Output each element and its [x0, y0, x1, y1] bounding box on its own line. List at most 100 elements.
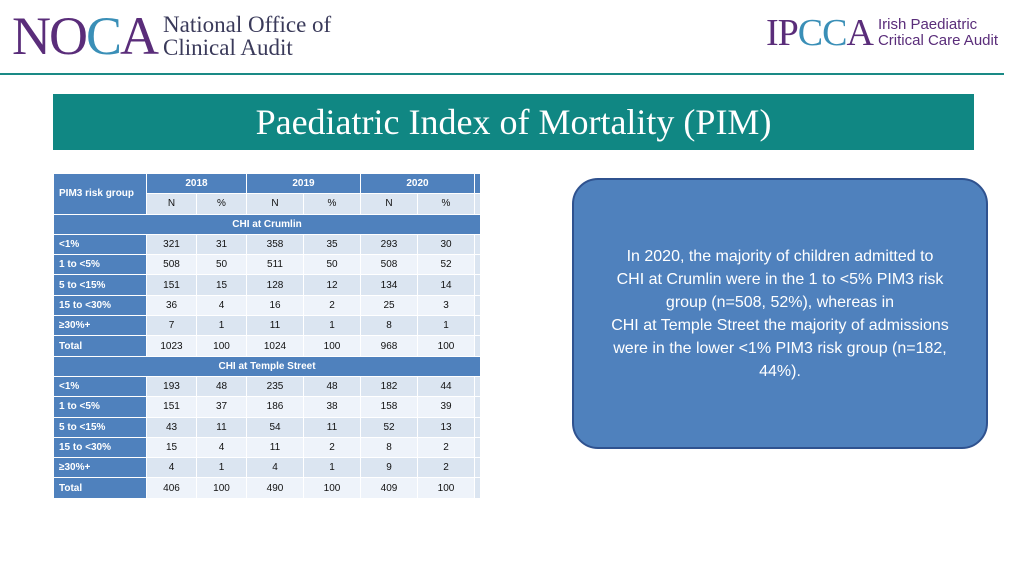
- table-cell: 54: [246, 416, 304, 438]
- table-row: 5 to <15% 151 15 128 12 134 14: [53, 274, 481, 296]
- table-cell: 50: [303, 254, 361, 276]
- table-cell: 508: [360, 254, 418, 276]
- table-cell: 13: [417, 416, 475, 438]
- year-header: 2019: [246, 172, 361, 195]
- table-cell: 31: [196, 233, 247, 256]
- table-cell: 15: [196, 274, 247, 296]
- risk-group-label: ≥30%+: [53, 315, 147, 337]
- table-cell: 11: [303, 416, 361, 438]
- table-cell: 151: [146, 396, 197, 418]
- table-cell: 11: [246, 436, 304, 459]
- stub-cell: [474, 477, 481, 499]
- table-cell: 3: [417, 294, 475, 317]
- subheader-cell: %: [303, 193, 361, 215]
- ipcca-logo-text: Irish Paediatric Critical Care Audit: [878, 17, 998, 49]
- table-row: ≥30%+ 7 1 11 1 8 1: [53, 315, 481, 337]
- table-cell: 182: [360, 375, 418, 398]
- table-cell: 52: [417, 254, 475, 276]
- ipcca-logo-line1: Irish Paediatric: [877, 16, 978, 34]
- table-cell: 406: [146, 477, 197, 499]
- subheader-cell: %: [417, 193, 475, 215]
- pim-risk-table: PIM3 risk group 2018 2019 2020 N % N % N…: [53, 172, 481, 499]
- section-header: CHI at Crumlin: [53, 213, 481, 235]
- table-row: Total 1023 100 1024 100 968 100: [53, 335, 481, 357]
- table-cell: 128: [246, 274, 304, 296]
- stub-cell: [474, 193, 481, 215]
- stub-cell: [474, 416, 481, 438]
- table-cell: 9: [360, 457, 418, 479]
- ipcca-logo-mark: IPCCA: [766, 12, 874, 54]
- table-cell: 14: [417, 274, 475, 296]
- table-cell: 4: [146, 457, 197, 479]
- table-cell: 1: [417, 315, 475, 337]
- table-cell: 511: [246, 254, 304, 276]
- table-row: 5 to <15% 43 11 54 11 52 13: [53, 416, 481, 438]
- year-header-row: PIM3 risk group 2018 2019 2020: [53, 172, 481, 215]
- header-divider: [0, 73, 1004, 75]
- summary-callout: In 2020, the majority of children admitt…: [572, 178, 988, 449]
- risk-group-label: Total: [53, 477, 147, 499]
- risk-group-label: 5 to <15%: [53, 274, 147, 296]
- stub-cell: [474, 294, 481, 317]
- table-cell: 4: [196, 436, 247, 459]
- risk-group-label: 5 to <15%: [53, 416, 147, 438]
- table-cell: 30: [417, 233, 475, 256]
- stub-cell: [474, 172, 481, 195]
- noca-logo-line1: National Office of: [163, 12, 332, 37]
- table-cell: 1: [196, 457, 247, 479]
- table-cell: 4: [246, 457, 304, 479]
- table-cell: 508: [146, 254, 197, 276]
- table-cell: 2: [303, 294, 361, 317]
- noca-logo-text: National Office of Clinical Audit: [163, 13, 331, 59]
- table-cell: 48: [303, 375, 361, 398]
- table-cell: 2: [417, 457, 475, 479]
- risk-group-label: <1%: [53, 233, 147, 256]
- table-cell: 193: [146, 375, 197, 398]
- table-row: Total 406 100 490 100 409 100: [53, 477, 481, 499]
- table-cell: 36: [146, 294, 197, 317]
- table-cell: 39: [417, 396, 475, 418]
- section-row: CHI at Crumlin: [53, 213, 481, 235]
- table-row: 15 to <30% 36 4 16 2 25 3: [53, 294, 481, 317]
- noca-logo-mark: NOCA: [12, 6, 159, 66]
- section-row: CHI at Temple Street: [53, 355, 481, 377]
- table-cell: 8: [360, 315, 418, 337]
- table-row: 15 to <30% 15 4 11 2 8 2: [53, 436, 481, 459]
- stub-cell: [474, 315, 481, 337]
- table-cell: 48: [196, 375, 247, 398]
- callout-text: In 2020, the majority of children admitt…: [611, 247, 949, 380]
- ipcca-logo: IPCCA Irish Paediatric Critical Care Aud…: [766, 14, 998, 52]
- table-cell: 25: [360, 294, 418, 317]
- stub-cell: [474, 375, 481, 398]
- table-cell: 151: [146, 274, 197, 296]
- table-cell: 100: [417, 335, 475, 357]
- table-cell: 11: [246, 315, 304, 337]
- stub-cell: [474, 233, 481, 256]
- table-row: ≥30%+ 4 1 4 1 9 2: [53, 457, 481, 479]
- table-cell: 52: [360, 416, 418, 438]
- risk-group-label: Total: [53, 335, 147, 357]
- table-cell: 2: [417, 436, 475, 459]
- group-header: PIM3 risk group: [53, 173, 147, 215]
- table-cell: 16: [246, 294, 304, 317]
- risk-group-label: 1 to <5%: [53, 254, 147, 276]
- stub-cell: [474, 254, 481, 276]
- table-cell: 968: [360, 335, 418, 357]
- risk-group-label: 15 to <30%: [53, 294, 147, 317]
- stub-cell: [474, 436, 481, 459]
- table-cell: 43: [146, 416, 197, 438]
- noca-logo-line2: Clinical Audit: [163, 35, 293, 60]
- table-cell: 4: [196, 294, 247, 317]
- stub-cell: [474, 274, 481, 296]
- year-header: 2020: [360, 172, 475, 195]
- table-row: <1% 193 48 235 48 182 44: [53, 375, 481, 398]
- table-cell: 100: [303, 335, 361, 357]
- page-title: Paediatric Index of Mortality (PIM): [255, 102, 772, 142]
- table-cell: 11: [196, 416, 247, 438]
- table-cell: 2: [303, 436, 361, 459]
- table-cell: 44: [417, 375, 475, 398]
- stub-cell: [474, 457, 481, 479]
- risk-group-label: 1 to <5%: [53, 396, 147, 418]
- table-cell: 293: [360, 233, 418, 256]
- table-row: 1 to <5% 508 50 511 50 508 52: [53, 254, 481, 276]
